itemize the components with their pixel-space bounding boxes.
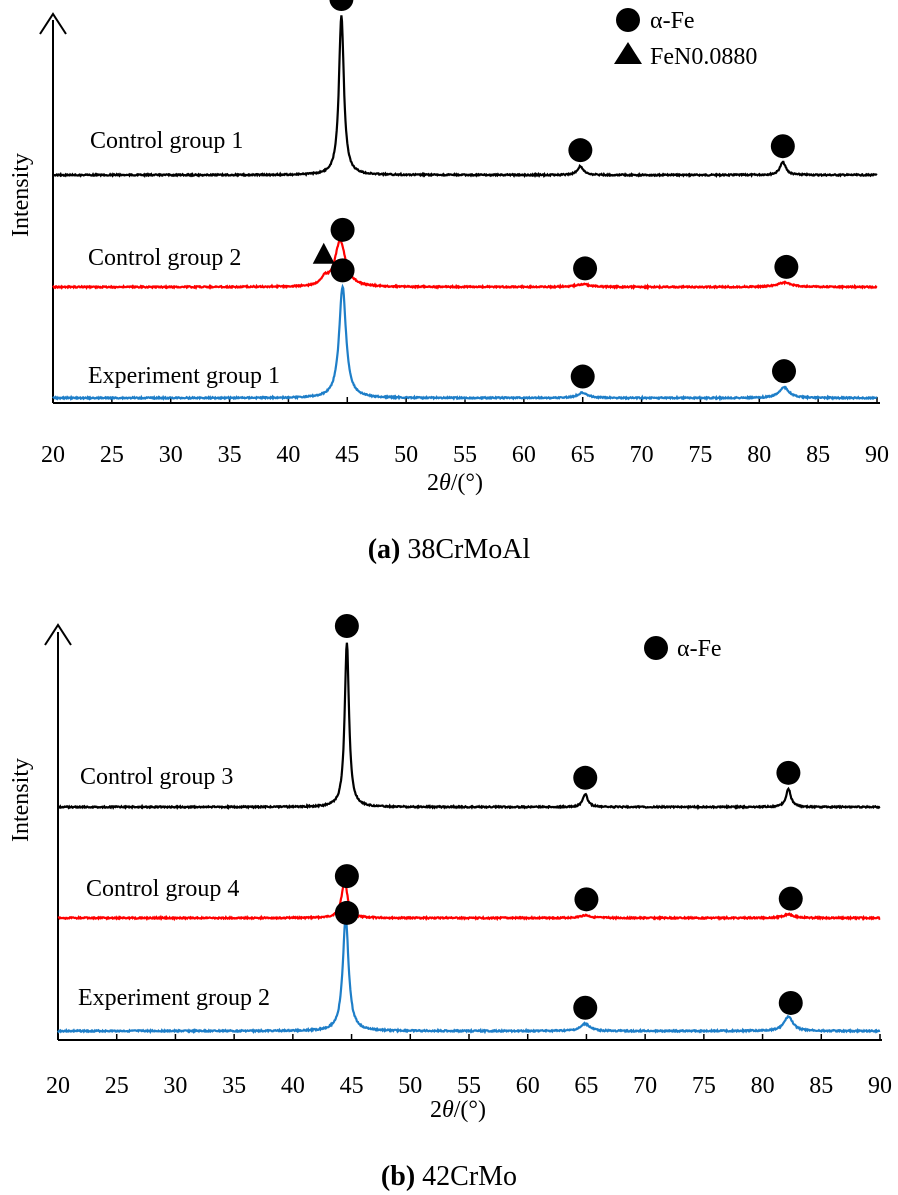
x-tick-label: 50 — [398, 1073, 422, 1099]
panel-b: 20 25 30 35 40 45 50 55 60 65 70 75 80 85 90 2θ/(°) In… — [8, 613, 892, 1192]
x-tick-label: 45 — [335, 442, 359, 468]
series-label: Experiment group 2 — [78, 985, 270, 1011]
x-tick-label: 40 — [276, 442, 300, 468]
legend-triangle-icon — [614, 42, 642, 64]
x-tick-label: 30 — [159, 442, 183, 468]
alpha-fe-marker-icon — [772, 359, 797, 384]
series-curve — [57, 876, 881, 922]
alpha-fe-marker-icon — [776, 760, 801, 785]
panel-caption: (a) 38CrMoAl — [368, 534, 531, 565]
x-tick-label: 35 — [222, 1073, 246, 1099]
alpha-fe-marker-icon — [778, 886, 803, 911]
alpha-fe-marker-icon — [574, 887, 599, 912]
x-tick-labels: 20 25 30 35 40 45 50 55 60 65 70 75 80 85 90 — [46, 1073, 892, 1099]
alpha-fe-marker-icon — [334, 900, 359, 925]
legend-label-alpha-fe: α-Fe — [650, 8, 695, 34]
series-curve — [52, 238, 878, 291]
series-curve — [52, 15, 878, 179]
phase-markers — [312, 0, 799, 389]
x-tick-label: 80 — [747, 442, 771, 468]
x-tick-label: 90 — [868, 1073, 892, 1099]
x-tick-label: 75 — [688, 442, 712, 468]
xrd-curves — [57, 642, 881, 1035]
alpha-fe-marker-icon — [334, 864, 359, 889]
x-tick-label: 45 — [340, 1073, 364, 1099]
x-tick-label: 90 — [865, 442, 889, 468]
x-tick-label: 85 — [806, 442, 830, 468]
alpha-fe-marker-icon — [329, 0, 354, 11]
x-tick-label: 60 — [516, 1073, 540, 1099]
x-axis-label: 2θ/(°) — [430, 1097, 486, 1123]
series-curve — [52, 283, 878, 402]
x-tick-label: 50 — [394, 442, 418, 468]
x-tick-label: 65 — [571, 442, 595, 468]
series-label: Control group 3 — [80, 764, 233, 790]
alpha-fe-marker-icon — [573, 765, 598, 790]
alpha-fe-marker-icon — [778, 990, 803, 1015]
series-curve — [57, 916, 881, 1035]
x-tick-label: 25 — [100, 442, 124, 468]
x-tick-labels: 20 25 30 35 40 45 50 55 60 65 70 75 80 85 90 — [41, 442, 889, 468]
x-tick-label: 75 — [692, 1073, 716, 1099]
x-tick-label: 55 — [453, 442, 477, 468]
alpha-fe-marker-icon — [573, 256, 598, 281]
legend: α-Fe FeN0.0880 — [614, 8, 757, 70]
series-labels: Control group 3 Control group 4 Experiment… — [78, 764, 270, 1011]
series-label: Control group 4 — [86, 876, 239, 902]
alpha-fe-marker-icon — [330, 258, 355, 283]
x-tick-label: 20 — [46, 1073, 70, 1099]
alpha-fe-marker-icon — [570, 364, 595, 389]
series-curve — [57, 642, 881, 811]
xrd-curves — [52, 15, 878, 402]
legend-circle-icon — [644, 636, 668, 660]
alpha-fe-marker-icon — [334, 613, 359, 638]
phase-markers — [334, 613, 803, 1020]
panel-a: 20 25 30 35 40 45 50 55 60 65 70 75 80 85 90 2θ/(°) In… — [8, 0, 889, 565]
y-axis-label: Intensity — [8, 153, 34, 237]
legend-label-alpha-fe: α-Fe — [677, 636, 722, 662]
x-tick-label: 40 — [281, 1073, 305, 1099]
series-label: Control group 1 — [90, 128, 243, 154]
x-tick-label: 70 — [633, 1073, 657, 1099]
alpha-fe-marker-icon — [774, 254, 799, 279]
x-axis-label: 2θ/(°) — [427, 470, 483, 496]
series-label: Experiment group 1 — [88, 363, 280, 389]
x-tick-label: 30 — [163, 1073, 187, 1099]
legend-label-fen: FeN0.0880 — [650, 44, 757, 70]
alpha-fe-marker-icon — [568, 138, 593, 163]
x-tick-label: 35 — [218, 442, 242, 468]
y-axis-arrow-icon — [39, 12, 67, 35]
x-tick-label: 20 — [41, 442, 65, 468]
fen-marker-icon — [312, 242, 335, 264]
alpha-fe-marker-icon — [573, 995, 598, 1020]
x-tick-label: 85 — [809, 1073, 833, 1099]
alpha-fe-marker-icon — [330, 217, 355, 242]
panel-caption: (b) 42CrMo — [381, 1161, 517, 1192]
x-tick-label: 80 — [751, 1073, 775, 1099]
alpha-fe-marker-icon — [770, 134, 795, 159]
x-tick-label: 60 — [512, 442, 536, 468]
series-label: Control group 2 — [88, 245, 241, 271]
x-tick-label: 25 — [105, 1073, 129, 1099]
y-axis-label: Intensity — [8, 758, 34, 842]
series-labels: Control group 1 Control group 2 Experiment… — [88, 128, 280, 389]
x-tick-marks — [57, 1034, 881, 1040]
y-axis-arrow-icon — [44, 623, 72, 646]
legend-circle-icon — [616, 8, 640, 32]
x-tick-label: 55 — [457, 1073, 481, 1099]
x-tick-label: 65 — [574, 1073, 598, 1099]
legend: α-Fe — [644, 636, 722, 662]
x-tick-label: 70 — [630, 442, 654, 468]
